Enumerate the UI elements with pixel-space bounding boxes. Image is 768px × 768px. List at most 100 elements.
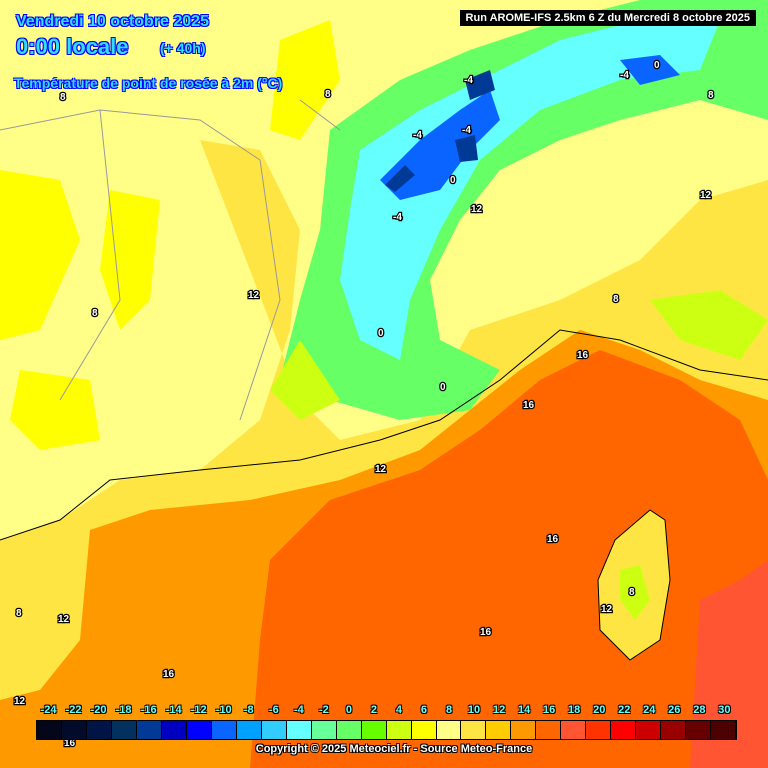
legend-swatch [336,721,362,739]
legend-swatch [511,721,537,739]
coastline [0,329,768,541]
legend-label: 12 [492,704,506,716]
legend-swatch [561,721,587,739]
legend-label: 18 [568,704,581,716]
contour-label: 12 [58,614,70,625]
contour-label: -4 [413,130,422,141]
color-legend [36,720,737,740]
legend-label: -4 [293,704,304,716]
contour-label: 8 [16,608,22,619]
corsica-green [620,565,650,620]
contour-label: 16 [523,400,535,411]
contour-label: 8 [60,92,66,103]
legend-label: -2 [318,704,329,716]
legend-label: 4 [395,704,403,716]
legend-label: 10 [467,704,481,716]
legend-label: 14 [517,704,531,716]
legend-label: -6 [268,704,279,716]
legend-label: 26 [668,704,681,716]
legend-swatch [211,721,237,739]
legend-label: -8 [243,704,254,716]
forecast-time: 0:00 locale [16,34,129,59]
legend-swatch [161,721,187,739]
yellow-patch-west [0,20,340,450]
contour-label: 0 [450,175,456,186]
contour-label: 8 [613,294,619,305]
contour-label: 12 [601,604,613,615]
contour-label: 16 [577,350,589,361]
legend-label: -20 [90,704,107,716]
legend-label: 0 [345,704,352,716]
contour-label: 12 [248,290,260,301]
legend-swatch [61,721,87,739]
legend-label: -18 [115,704,132,716]
contour-label: 16 [547,534,559,545]
sea-deep-orange [250,350,768,768]
legend-swatch [37,721,62,739]
legend-label: 8 [445,704,453,716]
legend-label: 30 [718,704,731,716]
legend-label: -16 [140,704,157,716]
forecast-date: Vendredi 10 octobre 2025 [16,13,209,30]
legend-label: 16 [543,704,556,716]
legend-swatch [461,721,487,739]
contour-label: 8 [708,90,714,101]
contour-label: 8 [629,587,635,598]
legend-label: 2 [370,704,377,716]
legend-swatch [536,721,562,739]
legend-swatch [236,721,262,739]
sea-red [690,560,768,768]
legend-label: 28 [693,704,706,716]
contour-label: 0 [654,60,660,71]
legend-label: -14 [165,704,182,716]
contour-label: -4 [393,212,402,223]
legend-swatch [286,721,312,739]
legend-swatch [586,721,612,739]
contour-label: 0 [378,328,384,339]
alps-cyan [340,20,720,360]
legend-swatch [611,721,637,739]
legend-label: -22 [65,704,82,716]
contour-label: -4 [464,75,473,86]
legend-swatch [411,721,437,739]
copyright: Copyright © 2025 Meteociel.fr - Source M… [255,743,533,755]
legend-swatch [661,721,687,739]
legend-swatch [361,721,387,739]
legend-swatch [711,721,737,739]
legend-swatch [311,721,337,739]
contour-label: 12 [375,464,387,475]
legend-swatch [436,721,462,739]
legend-swatch [86,721,112,739]
alps-blue [380,55,680,200]
contour-label: 12 [14,696,26,707]
alps-darkblue [385,70,495,192]
parameter-title: Température de point de rosée à 2m (°C) [14,75,283,91]
legend-swatch [386,721,412,739]
legend-swatch [686,721,712,739]
forecast-lead: (+ 40h) [160,40,206,56]
contour-label: 16 [163,669,175,680]
legend-swatch [111,721,137,739]
legend-swatch [136,721,162,739]
alps-light-green [270,290,768,420]
legend-label: 22 [618,704,631,716]
contour-label: 12 [471,204,483,215]
legend-swatch [261,721,287,739]
contour-label: 12 [700,190,712,201]
legend-label: -10 [215,704,232,716]
contour-label: 16 [64,738,76,749]
contour-label: 8 [92,308,98,319]
contour-label: 8 [325,89,331,100]
legend-swatch [486,721,512,739]
run-info: Run AROME-IFS 2.5km 6 Z du Mercredi 8 oc… [459,10,756,26]
contour-labels: 8 8 8 -4 -4 -4 -4 -4 0 0 0 0 12 12 12 12… [13,59,716,751]
legend-swatch [186,721,212,739]
legend-label: 6 [420,704,428,716]
legend-label: -12 [190,704,207,716]
borders [0,99,341,421]
legend-labels: -24 -22 -20 -18 -16 -14 -12 -10 -8 -6 -4 -2 0 2 4 6 8 10 1… [36,704,737,716]
legend-swatch [636,721,662,739]
legend-label: -24 [40,704,57,716]
legend-label: 20 [593,704,606,716]
